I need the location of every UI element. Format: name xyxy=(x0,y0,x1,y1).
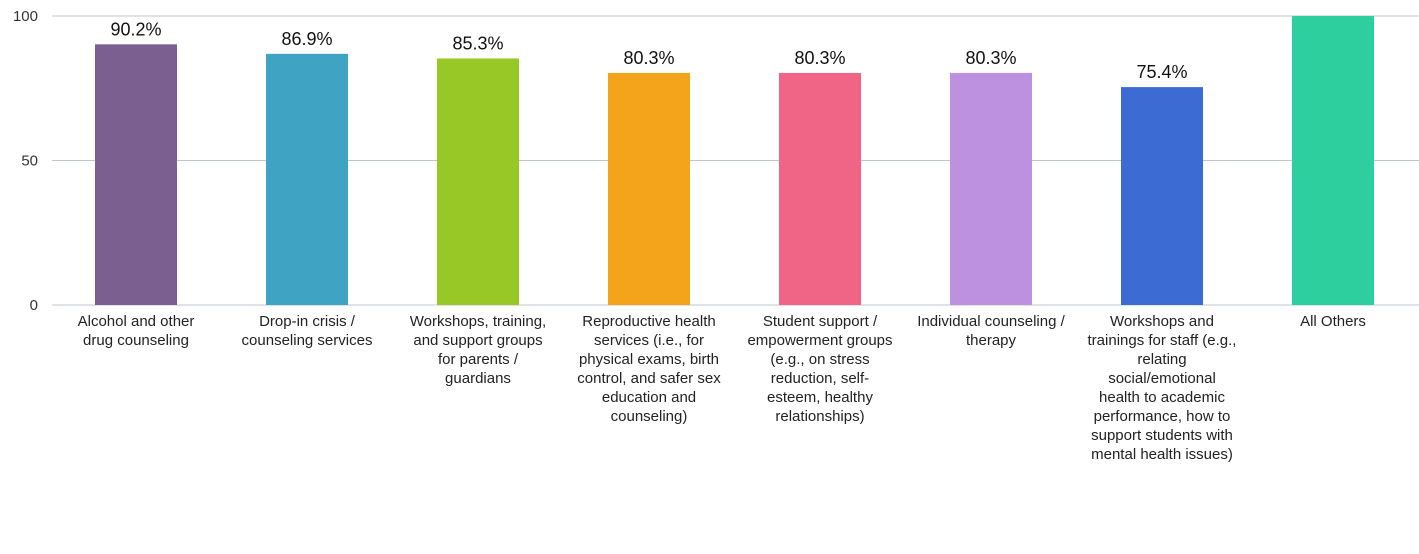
bar xyxy=(266,53,348,305)
bar xyxy=(1292,16,1374,305)
x-category-label: Drop-in crisis / counseling services xyxy=(241,313,373,349)
bar xyxy=(779,72,861,305)
gridlines xyxy=(52,15,1419,306)
x-category-label: Workshops and trainings for staff (e.g.,… xyxy=(1087,313,1237,463)
bar-value-label: 86.9% xyxy=(281,29,332,49)
bar xyxy=(95,44,177,306)
bar-value-label: 85.3% xyxy=(452,33,503,53)
bar xyxy=(608,72,690,305)
bar-value-label: 90.2% xyxy=(110,19,161,39)
bar xyxy=(950,72,1032,305)
x-category-label: Student support / empowerment groups (e.… xyxy=(747,313,893,425)
bar xyxy=(437,58,519,305)
bar-value-label: 80.3% xyxy=(794,48,845,68)
x-category-label: Alcohol and other drug counseling xyxy=(77,313,195,349)
x-category-label: Reproductive health services (i.e., for … xyxy=(577,313,721,425)
x-category-label: All Others xyxy=(1300,313,1366,330)
bars xyxy=(95,16,1374,306)
x-category-label: Individual counseling / therapy xyxy=(917,313,1065,349)
y-tick-label: 0 xyxy=(30,297,38,314)
bar xyxy=(1121,87,1203,306)
y-tick-label: 100 xyxy=(13,8,38,25)
y-axis-ticks: 0 50 100 xyxy=(13,8,38,314)
value-labels: 90.2% 86.9% 85.3% 80.3% 80.3% 80.3% 75.4% xyxy=(110,19,1187,82)
x-category-label: Workshops, training, and support groups … xyxy=(409,313,547,387)
y-tick-label: 50 xyxy=(21,153,38,170)
bar-value-label: 75.4% xyxy=(1136,62,1187,82)
bar-value-label: 80.3% xyxy=(965,48,1016,68)
bar-value-label: 80.3% xyxy=(623,48,674,68)
